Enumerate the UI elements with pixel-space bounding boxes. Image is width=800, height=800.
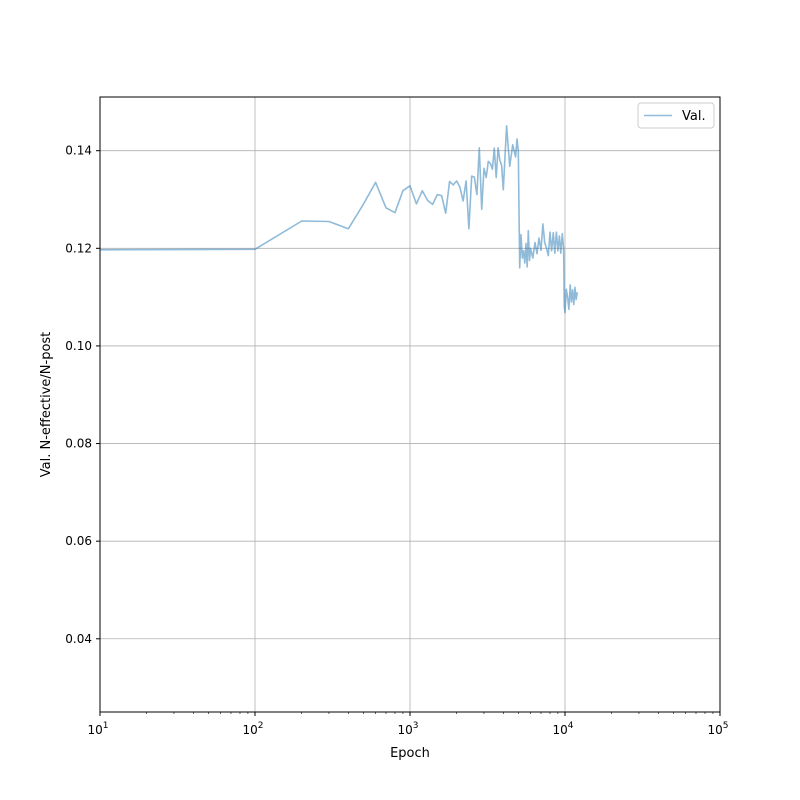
- legend-box: [637, 102, 715, 129]
- x-tick-label: 101: [87, 721, 108, 737]
- x-axis-title: Epoch: [390, 746, 430, 761]
- y-tick-label: 0.06: [65, 534, 92, 548]
- grid-lines: [99, 97, 721, 712]
- y-tick-label: 0.10: [65, 339, 92, 353]
- x-tick-label: 103: [397, 721, 418, 737]
- y-tick-label: 0.12: [65, 241, 92, 255]
- legend-label-val: Val.: [682, 109, 706, 124]
- y-tick-label: 0.08: [65, 437, 92, 451]
- x-tick-label: 102: [242, 721, 263, 737]
- y-tick-label: 0.04: [65, 632, 92, 646]
- series-line-val: [99, 125, 579, 314]
- x-tick-label: 105: [707, 721, 728, 737]
- x-tick-label: 104: [552, 721, 573, 737]
- series-layer: [99, 125, 579, 314]
- y-axis-title: Val. N-effective/N-post: [39, 332, 54, 478]
- axis-ticks: 101 102 103 104 105 0.04 0.06 0.08 0.10 0.12 0.14: [65, 144, 728, 737]
- legend: Val.: [637, 102, 715, 129]
- y-tick-label: 0.14: [65, 144, 92, 158]
